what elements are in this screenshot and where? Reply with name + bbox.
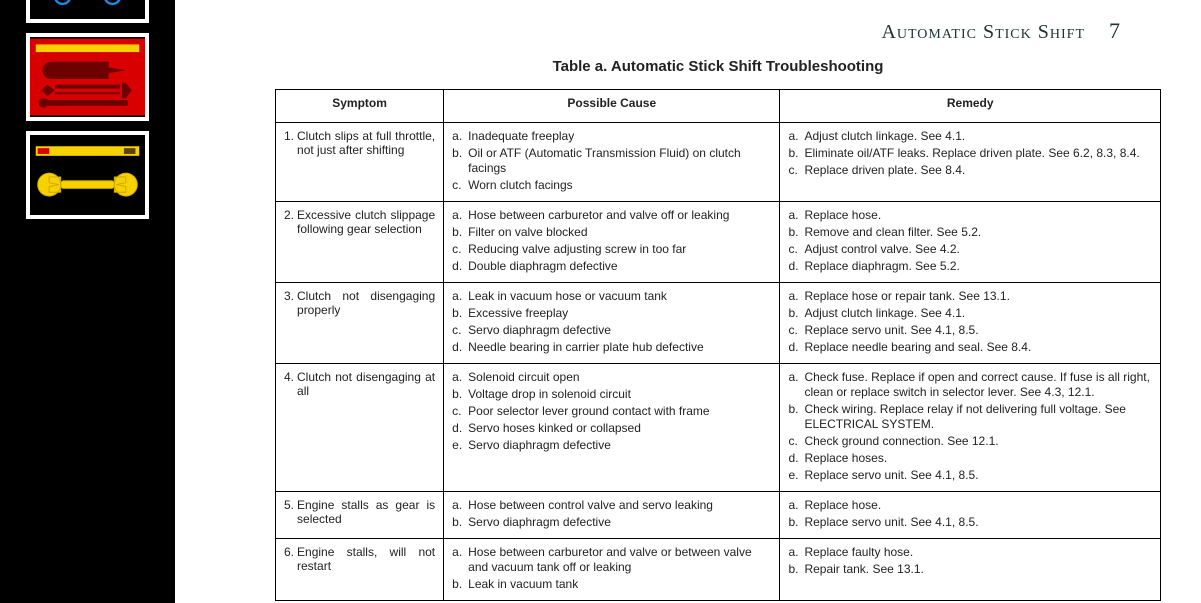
table-header: Symptom (276, 90, 444, 123)
symptom-cell: 6.Engine stalls, will not restart (276, 539, 444, 601)
symptom-cell: 1.Clutch slips at full throttle, not jus… (276, 123, 444, 202)
cause-cell: a.Hose between carburetor and valve off … (444, 202, 780, 283)
list-item: e.Servo diaphragm defective (452, 438, 771, 453)
list-item: b.Voltage drop in solenoid circuit (452, 387, 771, 402)
symptom-number: 5. (284, 498, 294, 512)
remedy-cell: a.Replace hose. b.Remove and clean filter… (780, 202, 1161, 283)
thumbnail-sidebar (0, 0, 175, 603)
symptom-text: Clutch slips at full throttle, not just … (297, 129, 435, 157)
table-row: 4.Clutch not disengaging at alla.Solenoi… (276, 364, 1161, 492)
list-item: b.Replace servo unit. See 4.1, 8.5. (788, 515, 1152, 530)
list-item: c.Worn clutch facings (452, 178, 771, 193)
table-header: Remedy (780, 90, 1161, 123)
list-item: b.Eliminate oil/ATF leaks. Replace drive… (788, 146, 1152, 161)
cause-cell: a.Inadequate freeplay b.Oil or ATF (Autom… (444, 123, 780, 202)
symptom-number: 2. (284, 208, 294, 222)
list-item: b.Oil or ATF (Automatic Transmission Flu… (452, 146, 771, 176)
list-item: a.Check fuse. Replace if open and correc… (788, 370, 1152, 400)
list-item: b.Filter on valve blocked (452, 225, 771, 240)
symptom-text: Clutch not disengaging properly (297, 289, 435, 317)
remedy-cell: a.Replace hose. b.Replace servo unit. See… (780, 492, 1161, 539)
list-item: d.Servo hoses kinked or collapsed (452, 421, 771, 436)
list-item: d.Replace diaphragm. See 5.2. (788, 259, 1152, 274)
list-item: c.Replace driven plate. See 8.4. (788, 163, 1152, 178)
list-item: a.Leak in vacuum hose or vacuum tank (452, 289, 771, 304)
symptom-cell: 4.Clutch not disengaging at all (276, 364, 444, 492)
list-item: c.Check ground connection. See 12.1. (788, 434, 1152, 449)
list-item: a.Hose between control valve and servo l… (452, 498, 771, 513)
list-item: d.Replace needle bearing and seal. See 8… (788, 340, 1152, 355)
symptom-text: Engine stalls as gear is selected (297, 498, 435, 526)
list-item: a.Replace hose. (788, 208, 1152, 223)
list-item: c.Servo diaphragm defective (452, 323, 771, 338)
list-item: c.Replace servo unit. See 4.1, 8.5. (788, 323, 1152, 338)
list-item: b.Remove and clean filter. See 5.2. (788, 225, 1152, 240)
symptom-number: 3. (284, 289, 294, 303)
list-item: b.Excessive freeplay (452, 306, 771, 321)
symptom-cell: 3.Clutch not disengaging properly (276, 283, 444, 364)
remedy-cell: a.Adjust clutch linkage. See 4.1. b.Elimi… (780, 123, 1161, 202)
document-page[interactable]: Automatic Stick Shift 7 Table a. Automat… (175, 0, 1201, 603)
symptom-number: 6. (284, 545, 294, 559)
symptom-number: 4. (284, 370, 294, 384)
list-item: a.Replace hose. (788, 498, 1152, 513)
page-number: 7 (1109, 18, 1121, 43)
list-item: b.Servo diaphragm defective (452, 515, 771, 530)
list-item: c.Adjust control valve. See 4.2. (788, 242, 1152, 257)
table-title: Table a. Automatic Stick Shift Troublesh… (275, 58, 1161, 75)
cause-cell: a.Hose between carburetor and valve or b… (444, 539, 780, 601)
cause-cell: a.Leak in vacuum hose or vacuum tank b.Ex… (444, 283, 780, 364)
page-thumbnail[interactable] (26, 33, 149, 121)
symptom-cell: 5.Engine stalls as gear is selected (276, 492, 444, 539)
list-item: e.Replace servo unit. See 4.1, 8.5. (788, 468, 1152, 483)
list-item: c.Poor selector lever ground contact wit… (452, 404, 771, 419)
symptom-number: 1. (284, 129, 294, 143)
list-item: d.Needle bearing in carrier plate hub de… (452, 340, 771, 355)
list-item: a.Replace hose or repair tank. See 13.1. (788, 289, 1152, 304)
troubleshooting-table: Symptom Possible Cause Remedy 1.Clutch s… (275, 89, 1161, 601)
list-item: a.Inadequate freeplay (452, 129, 771, 144)
page-header: Automatic Stick Shift 7 (275, 18, 1121, 44)
list-item: a.Adjust clutch linkage. See 4.1. (788, 129, 1152, 144)
header-title: Automatic Stick Shift (881, 21, 1085, 43)
table-header: Possible Cause (444, 90, 780, 123)
list-item: b.Check wiring. Replace relay if not del… (788, 402, 1152, 432)
page-thumbnail[interactable] (26, 131, 149, 219)
list-item: d.Double diaphragm defective (452, 259, 771, 274)
list-item: a.Solenoid circuit open (452, 370, 771, 385)
list-item: a.Hose between carburetor and valve off … (452, 208, 771, 223)
cause-cell: a.Hose between control valve and servo l… (444, 492, 780, 539)
list-item: d.Replace hoses. (788, 451, 1152, 466)
symptom-text: Engine stalls, will not restart (297, 545, 435, 573)
symptom-text: Excessive clutch slippage following gear… (297, 208, 435, 236)
page-thumbnail[interactable] (26, 0, 149, 23)
symptom-text: Clutch not disengaging at all (297, 370, 435, 398)
cause-cell: a.Solenoid circuit open b.Voltage drop in… (444, 364, 780, 492)
list-item: c.Reducing valve adjusting screw in too … (452, 242, 771, 257)
list-item: a.Hose between carburetor and valve or b… (452, 545, 771, 575)
list-item: a.Replace faulty hose. (788, 545, 1152, 560)
remedy-cell: a.Check fuse. Replace if open and correc… (780, 364, 1161, 492)
table-row: 1.Clutch slips at full throttle, not jus… (276, 123, 1161, 202)
symptom-cell: 2.Excessive clutch slippage following ge… (276, 202, 444, 283)
list-item: b.Leak in vacuum tank (452, 577, 771, 592)
table-row: 3.Clutch not disengaging properlya.Leak … (276, 283, 1161, 364)
remedy-cell: a.Replace hose or repair tank. See 13.1.… (780, 283, 1161, 364)
list-item: b.Repair tank. See 13.1. (788, 562, 1152, 577)
table-row: 2.Excessive clutch slippage following ge… (276, 202, 1161, 283)
table-row: 5.Engine stalls as gear is selected a.Hos… (276, 492, 1161, 539)
remedy-cell: a.Replace faulty hose. b.Repair tank. See… (780, 539, 1161, 601)
list-item: b.Adjust clutch linkage. See 4.1. (788, 306, 1152, 321)
table-row: 6.Engine stalls, will not restart a.Hose … (276, 539, 1161, 601)
